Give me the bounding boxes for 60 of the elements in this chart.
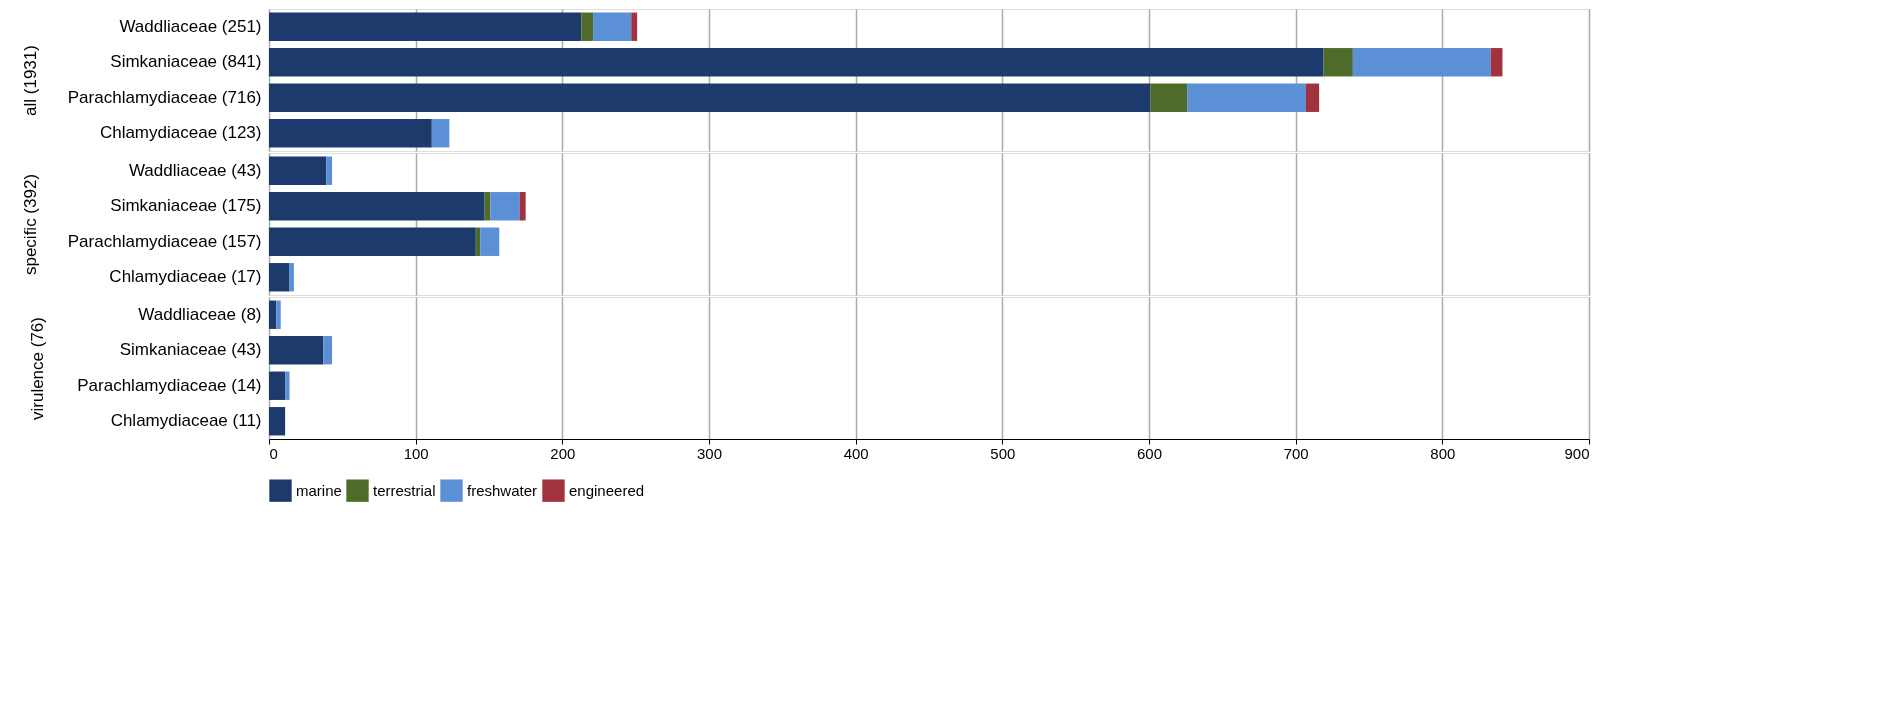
y-tick-label: Simkaniaceae (841) [110, 52, 262, 72]
bar [475, 227, 481, 256]
y-tick-label: Parachlamydiaceae (14) [77, 375, 262, 395]
bar [269, 48, 1324, 77]
bar [269, 119, 432, 148]
x-tick-label: 400 [843, 444, 869, 462]
bar [269, 407, 286, 436]
legend-label: engineered [569, 481, 645, 499]
bar [581, 12, 594, 41]
bar [323, 336, 333, 365]
y-tick-label: Waddliaceae (251) [119, 16, 262, 36]
x-tick-label: 300 [696, 444, 723, 462]
bar [326, 156, 333, 185]
bar [269, 336, 324, 365]
x-tick-label: 800 [1430, 444, 1456, 462]
y-tick-label: Parachlamydiaceae (716) [67, 87, 262, 107]
bar [269, 371, 286, 400]
bar [490, 192, 520, 221]
legend-label: marine [296, 481, 342, 499]
bar [431, 119, 450, 148]
bar [285, 371, 290, 400]
bar [1323, 48, 1353, 77]
bar [1352, 48, 1491, 77]
bar [1187, 83, 1306, 112]
bar [269, 156, 327, 185]
bar [269, 192, 485, 221]
bar [1150, 83, 1188, 112]
bar [269, 227, 476, 256]
bar [1490, 48, 1503, 77]
y-tick-label: Chlamydiaceae (11) [110, 411, 262, 431]
bar [1305, 83, 1320, 112]
bar [269, 12, 582, 41]
bar [480, 227, 500, 256]
x-tick-label: 900 [1564, 444, 1590, 462]
legend-label: freshwater [467, 481, 538, 499]
x-tick-label: 600 [1136, 444, 1163, 462]
bar [269, 300, 277, 329]
bar [631, 12, 638, 41]
bar [276, 300, 281, 329]
x-tick-label: 500 [990, 444, 1016, 462]
y-tick-label: Waddliaceae (8) [138, 304, 262, 324]
y-tick-label: Simkaniaceae (175) [110, 196, 262, 216]
x-tick-label: 700 [1283, 444, 1309, 462]
y-axis-title: all (1931) [20, 45, 40, 116]
bar [269, 83, 1151, 112]
bar [289, 263, 294, 292]
y-tick-label: Simkaniaceae (43) [119, 340, 262, 360]
y-tick-label: Parachlamydiaceae (157) [67, 231, 262, 251]
bar [593, 12, 632, 41]
y-tick-label: Chlamydiaceae (17) [109, 267, 262, 287]
y-tick-label: Chlamydiaceae (123) [99, 123, 262, 143]
y-axis-title: specific (392) [20, 173, 40, 276]
bar [519, 192, 526, 221]
y-axis-title: virulence (76) [28, 317, 48, 420]
legend-label: terrestrial [373, 481, 436, 499]
y-tick-label: Waddliaceae (43) [128, 160, 262, 180]
x-tick-label: 100 [403, 444, 429, 462]
x-tick-label: 200 [550, 444, 576, 462]
bar [269, 263, 290, 292]
x-tick-label: 0 [269, 444, 278, 462]
